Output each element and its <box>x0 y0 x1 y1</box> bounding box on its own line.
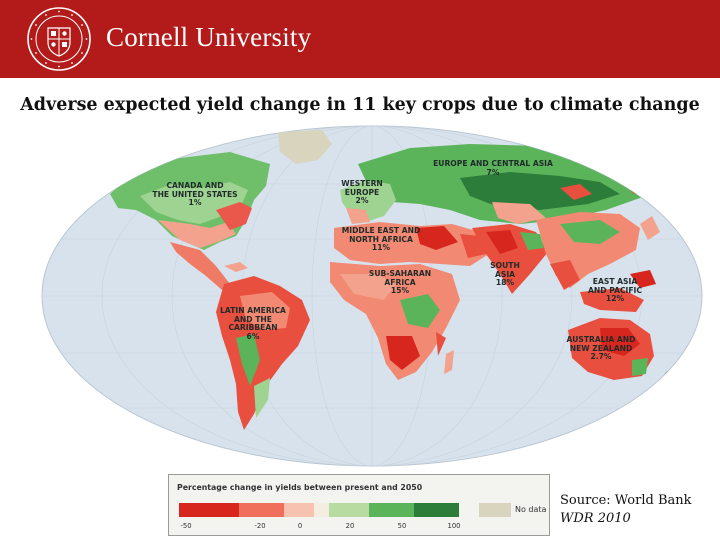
region-label-australia-new-zealand: AUSTRALIA AND NEW ZEALAND 2.7% <box>566 335 636 362</box>
legend-swatch-gain-mid <box>369 503 414 517</box>
university-name[interactable]: Cornell University <box>106 22 312 52</box>
region-label-sub-saharan-africa: SUB-SAHARAN AFRICA 15% <box>368 269 432 296</box>
legend-swatch-neutral <box>314 503 329 517</box>
source-line-1: Source: World Bank <box>560 493 692 508</box>
legend-swatch-loss-light <box>284 503 314 517</box>
region-label-middle-east-north-africa: MIDDLE EAST AND NORTH AFRICA 11% <box>341 226 421 253</box>
legend-swatch-loss-mid <box>239 503 284 517</box>
legend-swatch-gain-strong <box>414 503 459 517</box>
world-map <box>41 125 703 467</box>
source-line-2: WDR 2010 <box>560 511 631 526</box>
region-label-east-asia-pacific: EAST ASIA AND PACIFIC 12% <box>588 277 642 304</box>
legend-tick: 20 <box>345 522 355 530</box>
region-label-europe-central-asia: EUROPE AND CENTRAL ASIA 7% <box>433 159 553 177</box>
region-label-canada-us: CANADA AND THE UNITED STATES 1% <box>152 181 238 208</box>
middle-east-north-africa <box>334 222 492 266</box>
page-title: Adverse expected yield change in 11 key … <box>20 95 700 115</box>
region-label-south-asia: SOUTH ASIA 18% <box>490 261 520 288</box>
legend-tick: -20 <box>254 522 266 530</box>
legend-tick: 0 <box>297 522 303 530</box>
central-america <box>170 242 230 290</box>
legend-no-data-swatch <box>479 503 511 517</box>
university-seal-icon <box>27 7 91 71</box>
legend-tick: -50 <box>180 522 192 530</box>
greenland <box>278 130 332 164</box>
legend-swatch-gain-light <box>329 503 369 517</box>
region-label-latin-america-caribbean: LATIN AMERICA AND THE CARIBBEAN 6% <box>220 306 286 341</box>
legend-tick: 100 <box>447 522 461 530</box>
legend-title: Percentage change in yields between pres… <box>177 483 423 492</box>
region-label-western-europe: WESTERN EUROPE 2% <box>341 179 383 206</box>
header-banner: Cornell University <box>0 0 720 78</box>
source-citation: Source: World Bank WDR 2010 <box>560 492 692 528</box>
legend-tick: 50 <box>397 522 407 530</box>
legend-no-data-label: No data <box>515 505 547 514</box>
legend-color-scale <box>179 503 459 517</box>
legend-swatch-loss-strong <box>179 503 239 517</box>
map-legend: Percentage change in yields between pres… <box>168 474 550 536</box>
